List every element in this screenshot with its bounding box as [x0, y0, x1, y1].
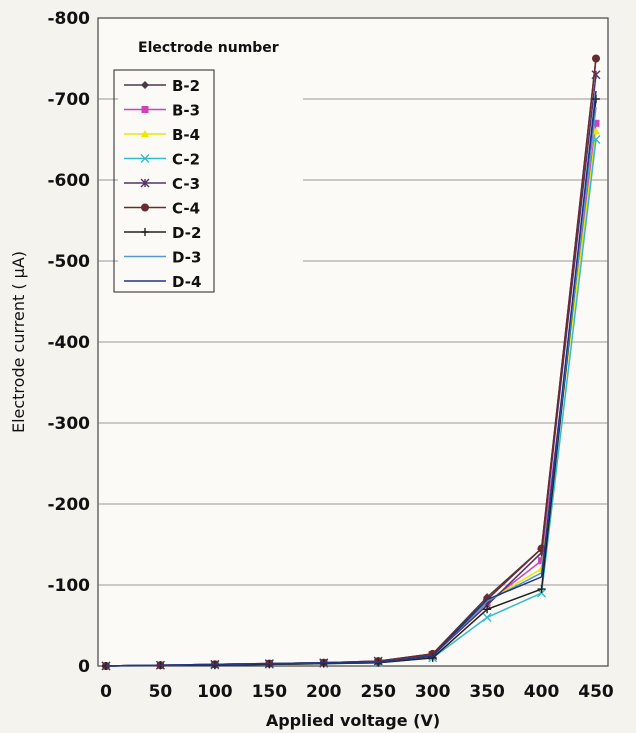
legend-swatch-marker — [140, 154, 150, 163]
legend-label: C-2 — [172, 151, 200, 169]
data-point — [319, 659, 328, 668]
y-tick-label: -700 — [47, 90, 90, 110]
x-axis-title: Applied voltage (V) — [266, 711, 440, 730]
series-line — [105, 90, 597, 667]
legend-item: B-3 — [124, 102, 200, 120]
legend-label: C-3 — [172, 175, 200, 193]
legend-swatch-marker — [140, 178, 150, 188]
legend-item: D-3 — [124, 249, 201, 267]
legend-swatch-marker — [141, 203, 149, 212]
legend-item: C-4 — [124, 200, 200, 218]
legend-label: D-3 — [172, 249, 201, 267]
data-point — [592, 127, 600, 135]
legend-item: B-4 — [124, 126, 200, 144]
legend: Electrode number B-2 B-3 B-4 C-2 C-3 C-4 D-2 D-… — [113, 34, 303, 296]
y-tick-label: -800 — [47, 9, 90, 29]
legend-swatch-marker — [141, 106, 149, 113]
legend-label: B-2 — [172, 77, 200, 95]
x-tick-labels: 0 50 100 150 200 250 300 350 400 450 — [100, 682, 614, 702]
legend-frame — [113, 69, 215, 293]
legend-item: C-3 — [124, 175, 200, 193]
x-tick-label: 350 — [469, 682, 505, 702]
legend-label: D-4 — [172, 273, 201, 291]
legend-label: D-2 — [172, 224, 201, 242]
y-tick-label: 0 — [78, 657, 90, 677]
legend-title: Electrode number — [138, 40, 279, 56]
legend-item: B-2 — [124, 77, 200, 95]
legend-label: C-4 — [172, 200, 200, 218]
y-tick-labels: 0 -100 -200 -300 -400 -500 -600 -700 -800 — [47, 9, 90, 677]
y-axis-title: Electrode current ( μA) — [9, 251, 28, 433]
y-tick-label: -400 — [47, 333, 90, 353]
data-point — [592, 119, 600, 127]
x-tick-label: 150 — [252, 682, 288, 702]
legend-swatch-marker — [141, 81, 149, 89]
data-point — [537, 585, 546, 594]
y-tick-label: -600 — [47, 171, 90, 191]
x-tick-label: 300 — [415, 682, 451, 702]
legend-box — [118, 34, 303, 296]
x-tick-label: 200 — [306, 682, 342, 702]
legend-item: C-2 — [124, 151, 200, 169]
data-point — [265, 660, 274, 669]
legend-label: B-3 — [172, 102, 200, 120]
x-tick-label: 100 — [197, 682, 233, 702]
legend-label: B-4 — [172, 126, 200, 144]
x-tick-label: 400 — [524, 682, 560, 702]
legend-item: D-4 — [124, 273, 201, 291]
y-tick-label: -500 — [47, 252, 90, 272]
data-point — [482, 612, 492, 622]
x-tick-label: 250 — [360, 682, 396, 702]
data-point — [592, 54, 600, 63]
y-tick-label: -300 — [47, 414, 90, 434]
series-lines — [101, 54, 601, 671]
data-point — [538, 557, 546, 565]
data-point — [483, 605, 492, 614]
legend-item: D-2 — [124, 224, 201, 242]
data-point — [374, 658, 383, 667]
y-tick-label: -100 — [47, 576, 90, 596]
data-point — [591, 135, 601, 144]
x-tick-label: 50 — [149, 682, 173, 702]
legend-swatch-marker — [141, 130, 149, 137]
legend-swatch-marker — [141, 228, 149, 236]
data-point — [210, 661, 219, 670]
x-tick-label: 450 — [578, 682, 614, 702]
y-tick-label: -200 — [47, 495, 90, 515]
series-D-4 — [105, 90, 597, 667]
x-tick-label: 0 — [100, 682, 112, 702]
